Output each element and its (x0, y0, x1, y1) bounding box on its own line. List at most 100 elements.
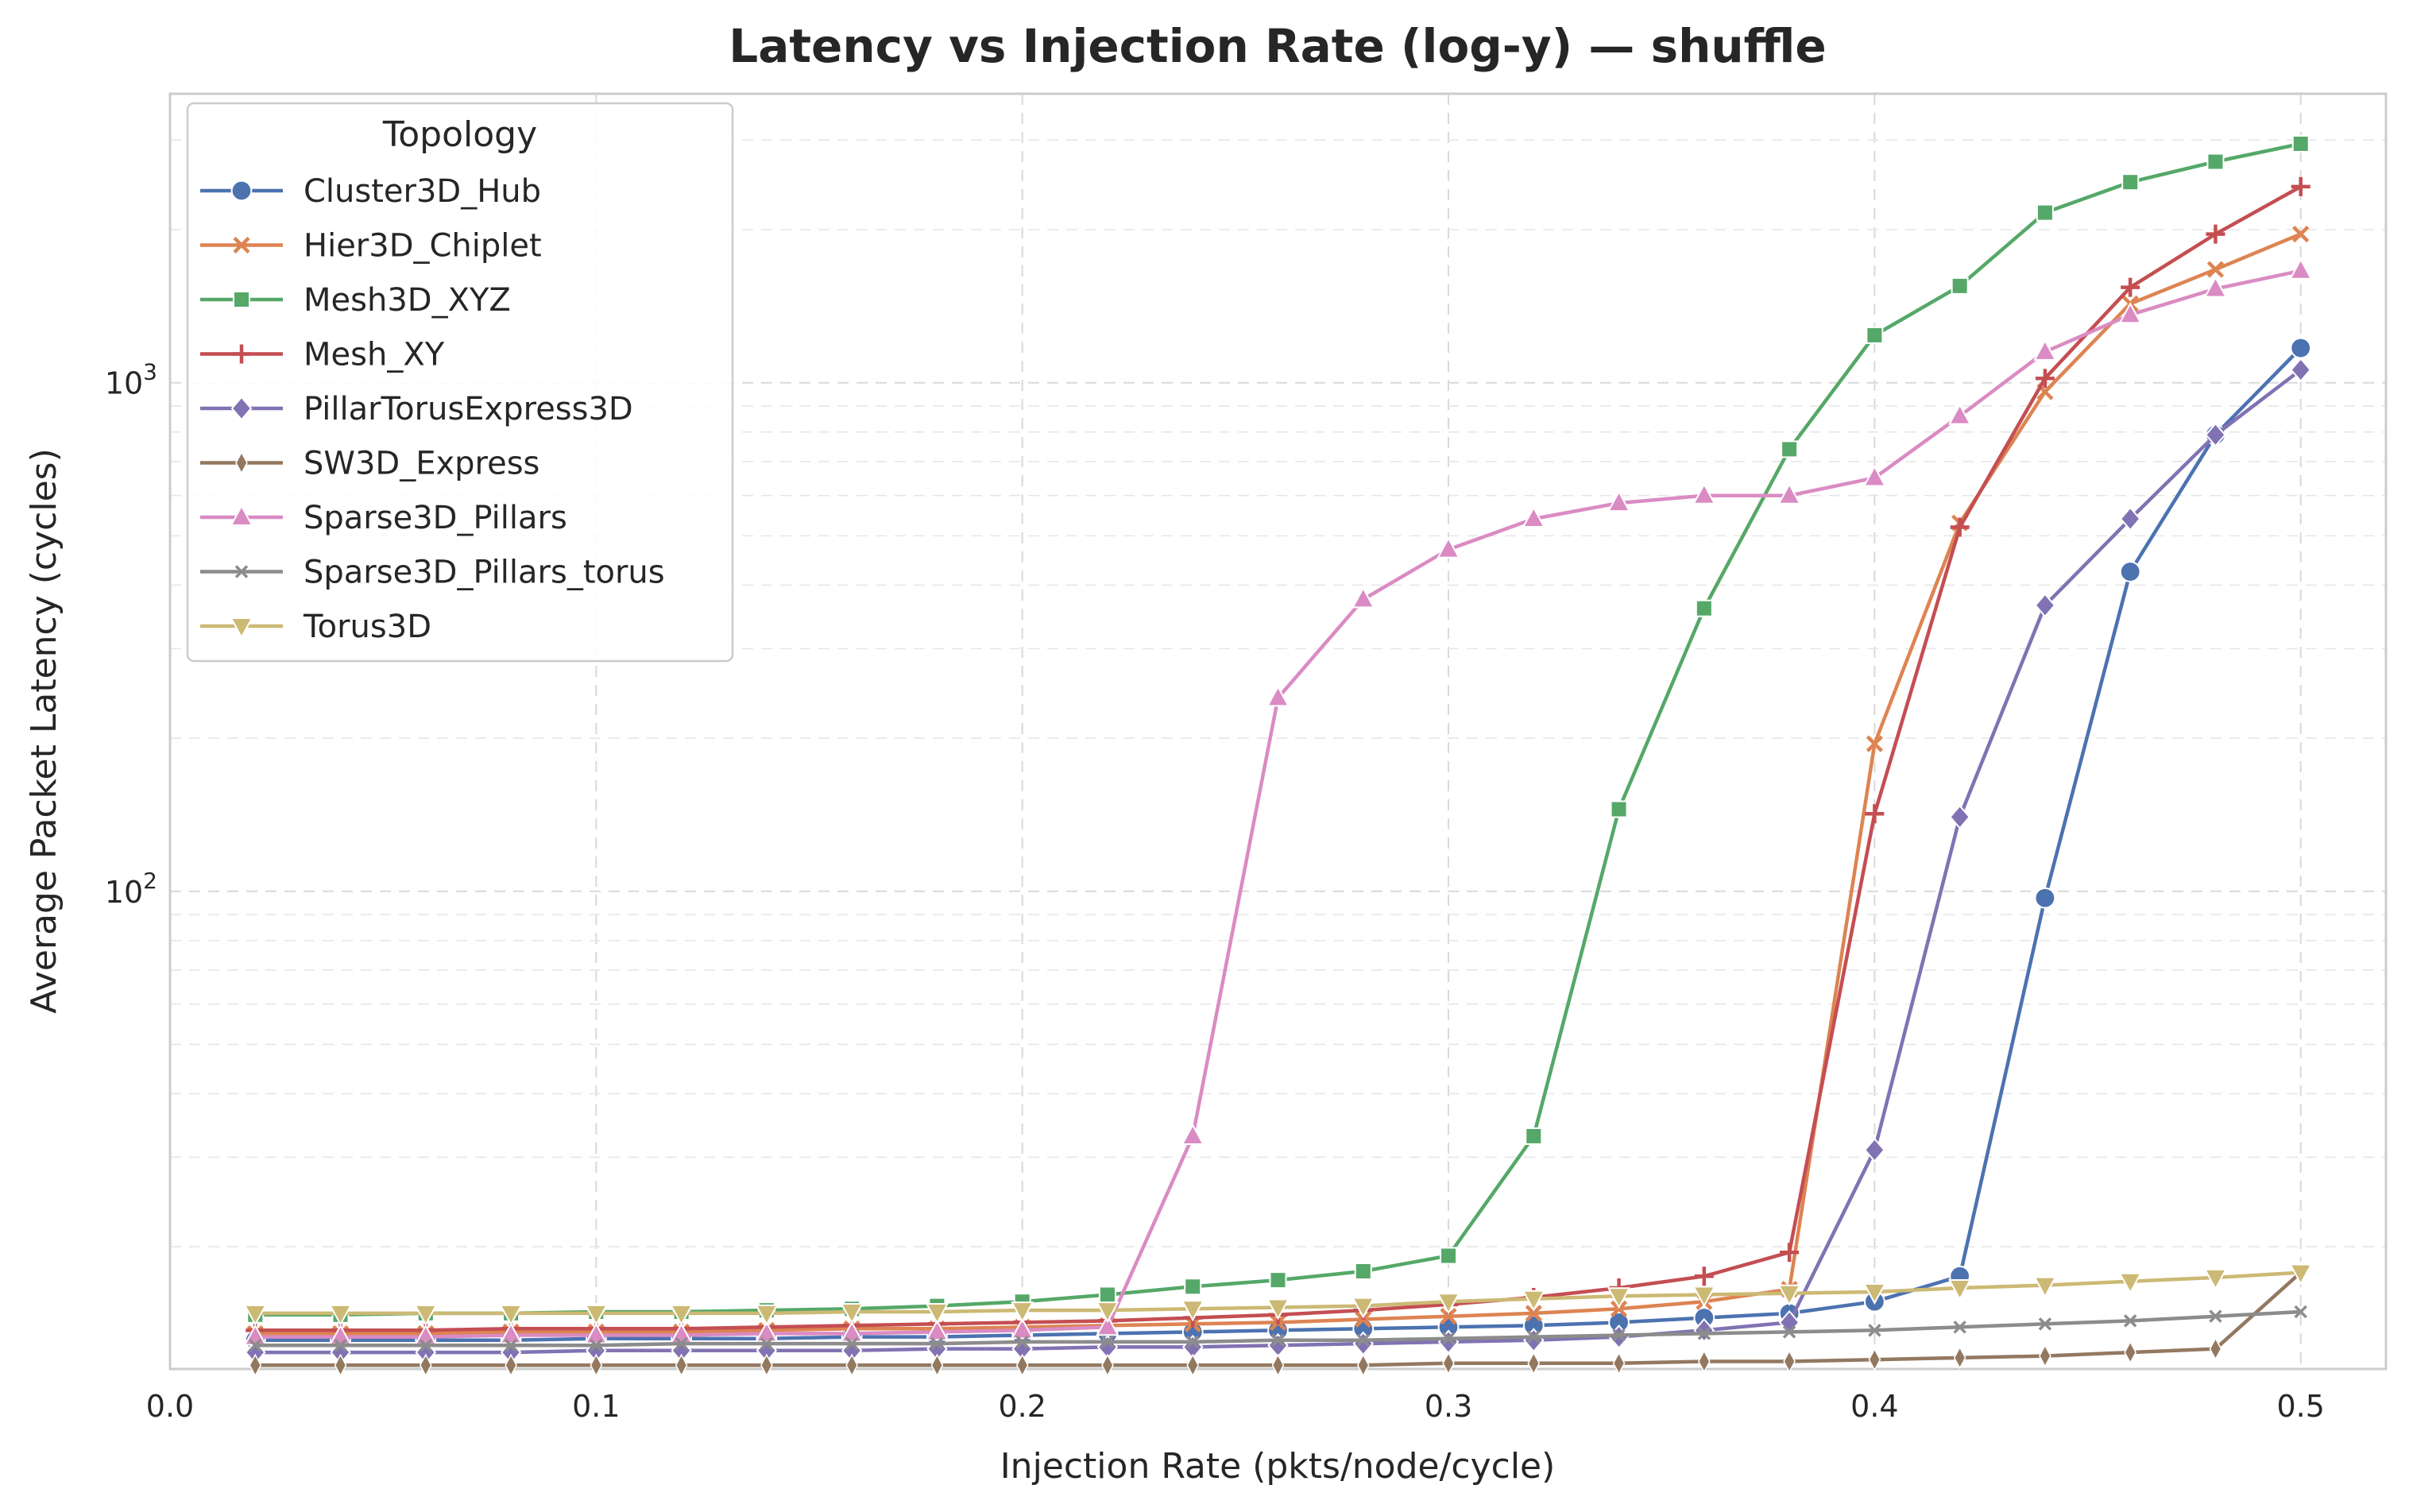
data-point (2206, 224, 2225, 244)
data-point (1868, 1348, 1881, 1371)
data-point (1186, 1353, 1200, 1377)
legend-label: SW3D_Express (304, 446, 539, 482)
data-point (2206, 153, 2225, 171)
data-point (760, 1353, 773, 1377)
data-point (1950, 517, 1970, 537)
data-point (1440, 1308, 1457, 1325)
data-point (1184, 1278, 1202, 1296)
legend-item: Sparse3D_Pillars_torus (200, 555, 665, 591)
data-point (1612, 1328, 1626, 1342)
data-point (840, 1302, 864, 1325)
data-point (2291, 134, 2310, 153)
data-point (419, 1353, 432, 1377)
series-torus3d (243, 1263, 2313, 1326)
data-point (2118, 302, 2142, 324)
legend-item: Mesh_XY (200, 337, 445, 373)
data-point (1697, 1327, 1711, 1340)
legend-marker (235, 451, 248, 475)
data-point (1011, 1317, 1034, 1340)
data-point (1951, 276, 1969, 295)
data-point (1777, 482, 1801, 505)
legend-label: Torus3D (303, 609, 431, 645)
data-point (1947, 1278, 1972, 1301)
data-point (504, 1338, 518, 1352)
data-point (1783, 1349, 1796, 1374)
legend-item: PillarTorusExpress3D (200, 391, 633, 427)
legend-label: Sparse3D_Pillars_torus (304, 555, 665, 591)
legend-label: Sparse3D_Pillars (304, 500, 567, 536)
data-point (1440, 1247, 1458, 1265)
data-point (1953, 1346, 1966, 1370)
data-point (590, 1338, 603, 1352)
data-point (1011, 1301, 1034, 1324)
data-point (1351, 586, 1375, 609)
data-point (1864, 1137, 1885, 1162)
data-point (845, 1336, 859, 1351)
legend-marker (230, 617, 253, 640)
data-point (1949, 804, 1970, 829)
data-point (2033, 338, 2057, 361)
data-point (1866, 735, 1883, 752)
data-point (1356, 1333, 1371, 1348)
data-point (505, 1353, 517, 1377)
legend-marker (232, 344, 251, 364)
data-point (1865, 804, 1885, 824)
data-point (1692, 482, 1716, 505)
data-point (1868, 1324, 1881, 1337)
data-point (1525, 1127, 1543, 1145)
data-point (499, 1322, 523, 1344)
data-point (760, 1336, 774, 1351)
x-tick-label: 0.5 (2277, 1389, 2325, 1424)
x-tick-label: 0.0 (146, 1389, 194, 1424)
data-point (840, 1321, 864, 1343)
data-point (2209, 1337, 2222, 1361)
data-point (2033, 1276, 2057, 1298)
data-point (755, 1321, 779, 1343)
data-point (1612, 1352, 1626, 1375)
legend-item: Mesh3D_XYZ (200, 282, 511, 319)
data-point (675, 1353, 688, 1377)
data-point (1782, 1325, 1796, 1339)
data-point (2034, 887, 2056, 909)
data-point (1181, 1300, 1204, 1322)
data-point (1607, 1287, 1631, 1309)
legend-marker (230, 396, 253, 421)
data-point (1694, 1266, 1714, 1286)
data-point (1101, 1353, 1114, 1377)
series-layer (243, 134, 2313, 1377)
legend-marker (230, 180, 253, 202)
data-point (1862, 1283, 1887, 1305)
data-point (2289, 257, 2313, 280)
legend-marker (230, 504, 253, 526)
legend-marker (234, 565, 249, 578)
data-point (2292, 226, 2310, 243)
legend-marker (233, 236, 250, 254)
data-point (2038, 1317, 2052, 1331)
data-point (1185, 1335, 1200, 1349)
data-point (334, 1338, 347, 1352)
data-point (2209, 1309, 2222, 1323)
legend-item: SW3D_Express (200, 446, 539, 482)
legend-label: PillarTorusExpress3D (304, 391, 633, 427)
data-point (1610, 800, 1628, 818)
x-axis-label: Injection Rate (pkts/node/cycle) (1000, 1446, 1556, 1487)
legend-label: Mesh_XY (304, 337, 445, 373)
data-point (1522, 505, 1545, 528)
data-point (2123, 1314, 2137, 1328)
data-point (2034, 593, 2056, 618)
legend-label: Hier3D_Chiplet (304, 228, 542, 265)
legend-item: Sparse3D_Pillars (200, 500, 567, 536)
data-point (419, 1338, 433, 1352)
data-point (1947, 403, 1972, 425)
data-point (1437, 1293, 1460, 1315)
data-point (1441, 1332, 1456, 1345)
x-tick-label: 0.4 (1850, 1389, 1898, 1424)
data-point (249, 1353, 262, 1377)
data-point (1098, 1286, 1116, 1304)
data-point (590, 1353, 603, 1377)
data-point (1695, 599, 1713, 617)
data-point (1442, 1352, 1455, 1375)
data-point (2203, 1268, 2228, 1290)
data-point (243, 1304, 267, 1326)
legend-items: Cluster3D_Hub Hier3D_Chiplet Mesh3D_XYZ Mes… (200, 173, 665, 645)
